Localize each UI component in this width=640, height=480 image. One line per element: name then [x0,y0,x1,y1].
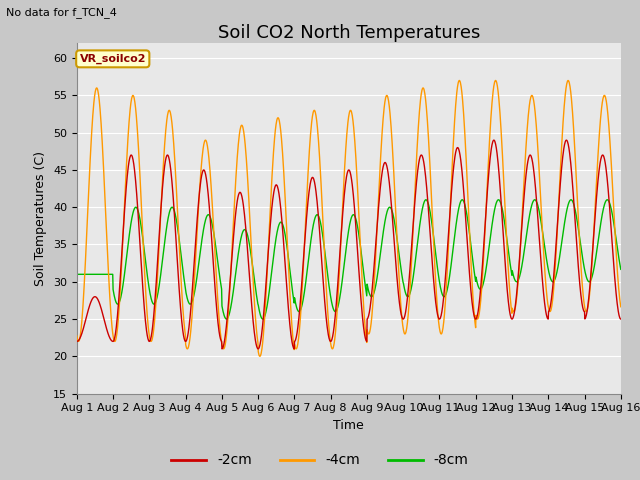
Title: Soil CO2 North Temperatures: Soil CO2 North Temperatures [218,24,480,42]
Text: No data for f_TCN_4: No data for f_TCN_4 [6,7,117,18]
Y-axis label: Soil Temperatures (C): Soil Temperatures (C) [35,151,47,286]
Legend: -2cm, -4cm, -8cm: -2cm, -4cm, -8cm [166,448,474,473]
Text: VR_soilco2: VR_soilco2 [79,54,146,64]
X-axis label: Time: Time [333,419,364,432]
